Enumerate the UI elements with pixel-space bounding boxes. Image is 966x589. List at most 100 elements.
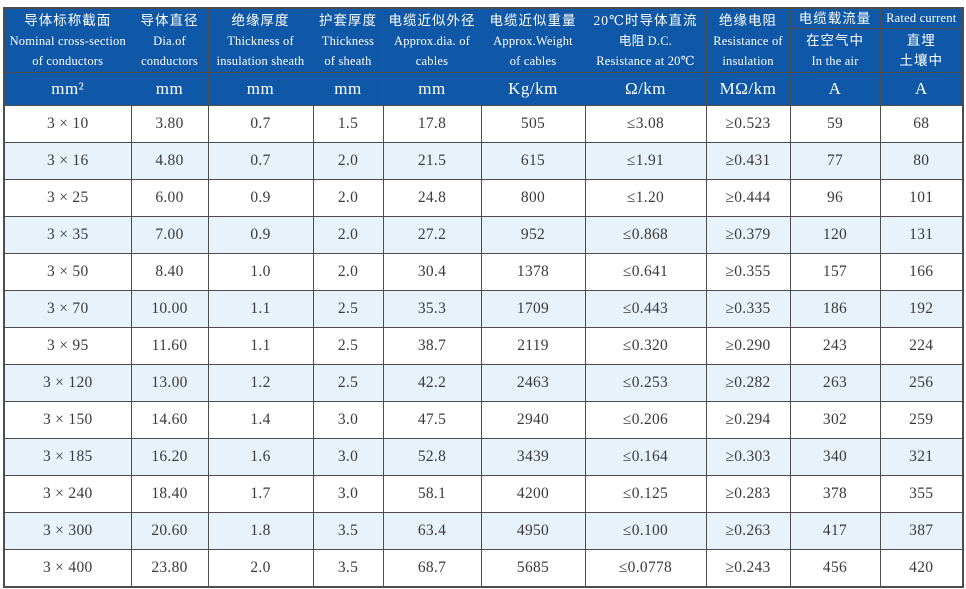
cell-current-in-air: 378 [789, 475, 881, 513]
cell-current-in-air: 243 [789, 327, 881, 365]
cell-insulation-thickness: 1.6 [207, 438, 314, 476]
unit-cell-insulation-thickness: mm [207, 72, 314, 106]
unit-cell-approx-dia: mm [382, 72, 482, 106]
cell-cross-section: 3 × 185 [3, 438, 132, 476]
cell-conductor-dia: 4.80 [130, 142, 209, 180]
cell-cross-section: 3 × 400 [3, 549, 132, 587]
header-line: Nominal cross-section [9, 33, 126, 48]
cell-approx-weight: 505 [480, 105, 586, 143]
cell-insulation-resistance: ≥0.431 [705, 142, 791, 180]
cell-conductor-dia: 23.80 [130, 549, 209, 587]
cell-approx-weight: 952 [480, 216, 586, 254]
header-line: conductors [141, 53, 198, 68]
cell-sheath-thickness: 1.5 [312, 105, 384, 143]
header-line: Rated current [886, 11, 957, 25]
cell-approx-weight: 5685 [480, 549, 586, 587]
cell-dc-resistance: ≤0.320 [584, 327, 707, 365]
cell-conductor-dia: 8.40 [130, 253, 209, 291]
cell-approx-weight: 4950 [480, 512, 586, 550]
table-header: 导体标称截面 Nominal cross-section of conductors… [3, 7, 964, 106]
header-line: 电缆载流量 [798, 11, 872, 26]
header-cell-cross-section: 导体标称截面 Nominal cross-section of conductors [3, 7, 132, 73]
cell-insulation-thickness: 0.7 [207, 142, 314, 180]
header-cell-current-buried-group: Rated current [879, 7, 964, 29]
table-row: 3 × 120 13.00 1.2 2.5 42.2 2463 ≤0.253 ≥0.282 26… [3, 364, 964, 402]
cell-cross-section: 3 × 150 [3, 401, 132, 439]
cell-cross-section: 3 × 240 [3, 475, 132, 513]
cell-insulation-resistance: ≥0.283 [705, 475, 791, 513]
cell-dc-resistance: ≤3.08 [584, 105, 707, 143]
header-line: 20℃时导体直流 [593, 12, 698, 28]
cell-sheath-thickness: 2.0 [312, 142, 384, 180]
table-row: 3 × 150 14.60 1.4 3.0 47.5 2940 ≤0.206 ≥0.294 30… [3, 401, 964, 439]
cable-spec-table: 导体标称截面 Nominal cross-section of conductors… [3, 7, 964, 588]
cell-current-in-air: 157 [789, 253, 881, 291]
cell-approx-dia: 27.2 [382, 216, 482, 254]
cell-approx-weight: 2119 [480, 327, 586, 365]
cell-current-buried: 420 [879, 549, 964, 587]
table-row: 3 × 95 11.60 1.1 2.5 38.7 2119 ≤0.320 ≥0.290 243… [3, 327, 964, 365]
cell-dc-resistance: ≤0.206 [584, 401, 707, 439]
cell-approx-weight: 2940 [480, 401, 586, 439]
header-line: 电缆近似外径 [388, 12, 476, 28]
cell-current-buried: 321 [879, 438, 964, 476]
cell-dc-resistance: ≤0.100 [584, 512, 707, 550]
header-line: cables [415, 53, 449, 68]
cell-dc-resistance: ≤0.641 [584, 253, 707, 291]
cell-current-buried: 80 [879, 142, 964, 180]
header-line: of sheath [324, 53, 372, 68]
cell-current-in-air: 302 [789, 401, 881, 439]
cell-conductor-dia: 16.20 [130, 438, 209, 476]
cell-conductor-dia: 6.00 [130, 179, 209, 217]
cell-current-buried: 101 [879, 179, 964, 217]
cell-approx-dia: 17.8 [382, 105, 482, 143]
unit-cell-insulation-resistance: MΩ/km [705, 72, 791, 106]
cell-insulation-thickness: 1.7 [207, 475, 314, 513]
cell-current-buried: 166 [879, 253, 964, 291]
cell-approx-dia: 30.4 [382, 253, 482, 291]
cell-current-buried: 131 [879, 216, 964, 254]
cell-approx-weight: 1378 [480, 253, 586, 291]
cell-sheath-thickness: 3.5 [312, 512, 384, 550]
table-body: 3 × 10 3.80 0.7 1.5 17.8 505 ≤3.08 ≥0.523 59 68 3 … [3, 105, 964, 587]
cell-dc-resistance: ≤0.868 [584, 216, 707, 254]
cell-approx-dia: 42.2 [382, 364, 482, 402]
table-row: 3 × 25 6.00 0.9 2.0 24.8 800 ≤1.20 ≥0.444 96 101 [3, 179, 964, 217]
cell-insulation-thickness: 1.1 [207, 327, 314, 365]
cell-approx-dia: 21.5 [382, 142, 482, 180]
cell-dc-resistance: ≤0.164 [584, 438, 707, 476]
header-line: 电缆近似重量 [489, 12, 577, 28]
header-cell-current-in-air: 在空气中 In the air [789, 28, 881, 73]
header-line: 护套厚度 [319, 12, 377, 28]
header-line: 绝缘电阻 [719, 12, 777, 28]
header-line: Dia.of [153, 33, 186, 48]
table-row: 3 × 300 20.60 1.8 3.5 63.4 4950 ≤0.100 ≥0.263 41… [3, 512, 964, 550]
cell-approx-dia: 47.5 [382, 401, 482, 439]
cell-conductor-dia: 3.80 [130, 105, 209, 143]
unit-cell-current-buried: A [879, 72, 964, 106]
cell-approx-dia: 52.8 [382, 438, 482, 476]
cell-current-in-air: 77 [789, 142, 881, 180]
table-row: 3 × 400 23.80 2.0 3.5 68.7 5685 ≤0.0778 ≥0.243 4… [3, 549, 964, 587]
cell-current-in-air: 96 [789, 179, 881, 217]
cell-sheath-thickness: 2.0 [312, 216, 384, 254]
cell-sheath-thickness: 3.5 [312, 549, 384, 587]
header-cell-dc-resistance: 20℃时导体直流 电阻 D.C. Resistance at 20℃ [584, 7, 707, 73]
header-line: In the air [811, 53, 859, 68]
header-cell-current-buried: 直埋 土壤中 [879, 28, 964, 73]
cell-dc-resistance: ≤0.443 [584, 290, 707, 328]
cell-dc-resistance: ≤0.125 [584, 475, 707, 513]
header-cell-insulation-resistance: 绝缘电阻 Resistance of insulation [705, 7, 791, 73]
cell-current-buried: 387 [879, 512, 964, 550]
cell-sheath-thickness: 3.0 [312, 475, 384, 513]
table-row: 3 × 16 4.80 0.7 2.0 21.5 615 ≤1.91 ≥0.431 77 80 [3, 142, 964, 180]
header-line: 电阻 D.C. [618, 33, 673, 48]
cell-conductor-dia: 14.60 [130, 401, 209, 439]
table-row: 3 × 240 18.40 1.7 3.0 58.1 4200 ≤0.125 ≥0.283 37… [3, 475, 964, 513]
cell-insulation-thickness: 0.9 [207, 179, 314, 217]
table-row: 3 × 185 16.20 1.6 3.0 52.8 3439 ≤0.164 ≥0.303 34… [3, 438, 964, 476]
table-row: 3 × 70 10.00 1.1 2.5 35.3 1709 ≤0.443 ≥0.335 186… [3, 290, 964, 328]
cell-cross-section: 3 × 50 [3, 253, 132, 291]
header-cell-sheath-thickness: 护套厚度 Thickness of sheath [312, 7, 384, 73]
cell-current-in-air: 186 [789, 290, 881, 328]
